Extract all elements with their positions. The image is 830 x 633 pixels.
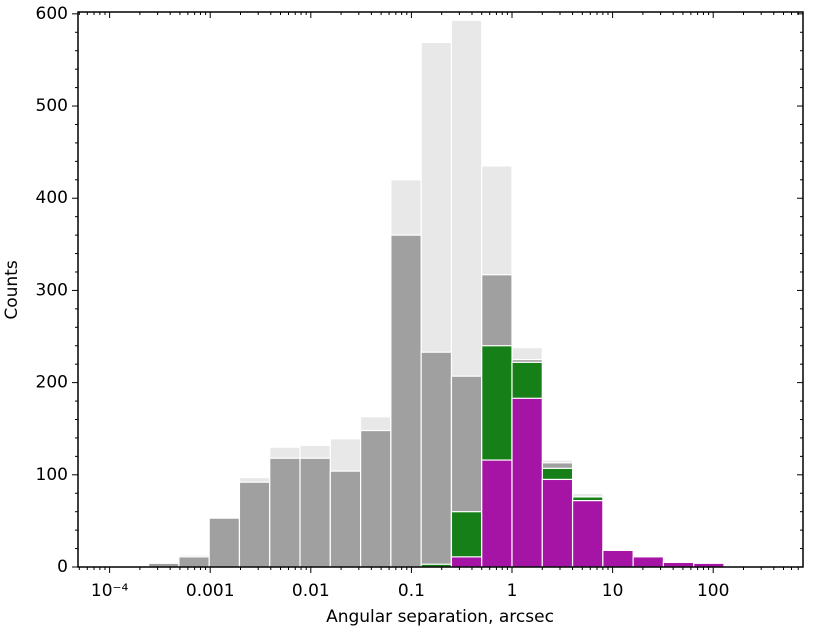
bar — [269, 457, 301, 568]
bar — [420, 351, 453, 568]
y-tick-label: 400 — [36, 188, 68, 208]
y-axis-label: Counts — [2, 260, 22, 319]
y-tick-label: 500 — [36, 96, 68, 116]
bar — [208, 517, 241, 568]
y-tick-label: 0 — [57, 557, 68, 577]
plot-frame — [77, 11, 804, 568]
bar — [390, 234, 422, 568]
x-tick-label: 0.01 — [292, 581, 330, 601]
bar — [329, 470, 362, 568]
bar — [178, 556, 210, 568]
bar — [511, 397, 543, 568]
x-tick-label: 100 — [697, 581, 729, 601]
y-tick-label: 100 — [36, 465, 68, 485]
y-tick-label: 200 — [36, 373, 68, 393]
x-tick-label: 1 — [507, 581, 518, 601]
y-tick-label: 300 — [36, 280, 68, 300]
x-axis-label: Angular separation, arcsec — [326, 607, 554, 627]
x-tick-label: 0.1 — [398, 581, 425, 601]
bar — [450, 556, 483, 568]
bar — [359, 429, 392, 568]
bar — [299, 457, 331, 568]
bar — [481, 459, 513, 568]
bar — [238, 481, 271, 568]
bar — [632, 556, 665, 568]
bar — [602, 549, 634, 568]
x-tick-label: 0.001 — [186, 581, 235, 601]
x-tick-label: 10 — [602, 581, 624, 601]
x-tick-label: 10⁻⁴ — [91, 581, 129, 601]
y-tick-label: 600 — [36, 4, 68, 24]
bar — [571, 500, 604, 568]
bar — [541, 478, 574, 568]
